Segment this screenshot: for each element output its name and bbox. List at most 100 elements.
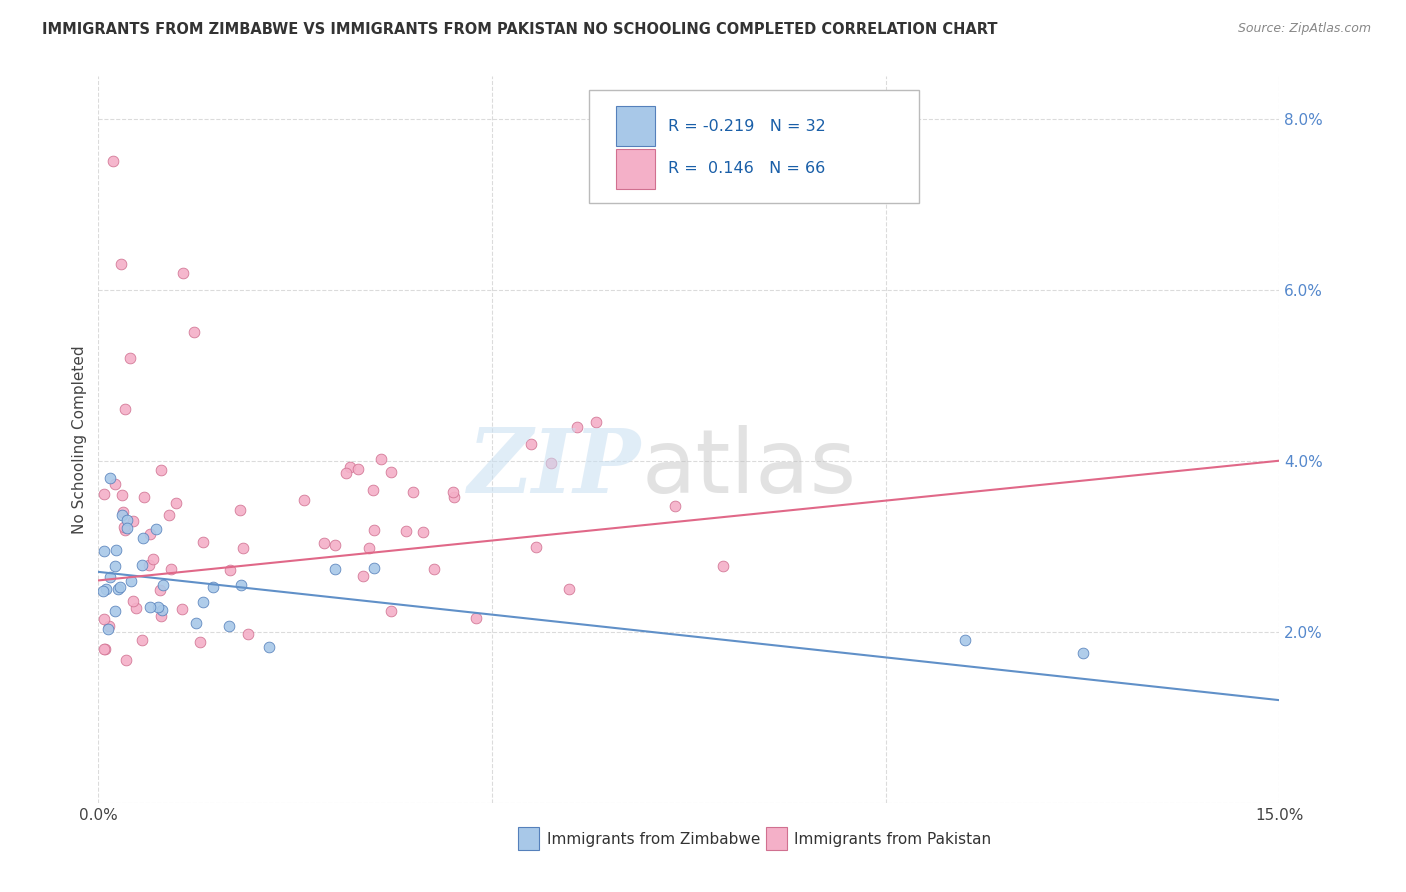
Point	[188, 635, 211, 649]
Bar	[766, 827, 787, 850]
Point	[363, 561, 385, 575]
Point	[93, 612, 115, 626]
Point	[323, 562, 346, 576]
Bar	[517, 827, 538, 850]
Bar	[616, 148, 655, 188]
Text: R =  0.146   N = 66: R = 0.146 N = 66	[668, 161, 825, 176]
Point	[165, 496, 187, 510]
Point	[125, 601, 148, 615]
Point	[423, 562, 446, 576]
Point	[520, 437, 543, 451]
Point	[193, 595, 215, 609]
Point	[94, 641, 117, 656]
Point	[120, 351, 142, 365]
Point	[104, 604, 127, 618]
Point	[359, 541, 381, 556]
Point	[120, 574, 142, 589]
Point	[231, 578, 253, 592]
Point	[363, 483, 385, 497]
Point	[105, 543, 128, 558]
FancyBboxPatch shape	[589, 90, 920, 203]
Point	[104, 477, 127, 491]
Point	[93, 642, 115, 657]
Point	[157, 508, 180, 523]
Point	[110, 257, 132, 271]
Point	[184, 616, 207, 631]
Text: Immigrants from Zimbabwe: Immigrants from Zimbabwe	[547, 831, 761, 847]
Point	[567, 420, 589, 434]
Point	[111, 505, 134, 519]
Point	[115, 513, 138, 527]
Point	[335, 466, 357, 480]
Text: IMMIGRANTS FROM ZIMBABWE VS IMMIGRANTS FROM PAKISTAN NO SCHOOLING COMPLETED CORR: IMMIGRANTS FROM ZIMBABWE VS IMMIGRANTS F…	[42, 22, 998, 37]
Point	[443, 490, 465, 504]
Point	[524, 540, 547, 554]
Point	[370, 451, 392, 466]
Point	[236, 627, 259, 641]
Point	[159, 562, 181, 576]
Point	[540, 456, 562, 470]
Point	[339, 460, 361, 475]
Point	[183, 326, 205, 340]
Point	[557, 582, 579, 597]
Point	[103, 558, 125, 573]
Point	[218, 619, 240, 633]
Text: Source: ZipAtlas.com: Source: ZipAtlas.com	[1237, 22, 1371, 36]
Point	[152, 578, 174, 592]
Point	[115, 521, 138, 535]
Point	[465, 610, 488, 624]
Point	[114, 653, 136, 667]
Point	[402, 484, 425, 499]
Point	[134, 490, 156, 504]
Point	[122, 515, 145, 529]
Point	[412, 524, 434, 539]
Point	[352, 569, 374, 583]
Point	[93, 487, 115, 501]
Point	[172, 266, 194, 280]
Point	[713, 558, 735, 573]
Y-axis label: No Schooling Completed: No Schooling Completed	[72, 345, 87, 533]
Point	[150, 608, 173, 623]
Point	[145, 522, 167, 536]
Point	[132, 531, 155, 545]
Point	[97, 622, 120, 636]
Point	[380, 604, 402, 618]
Point	[111, 487, 134, 501]
Point	[131, 558, 153, 572]
Point	[380, 465, 402, 479]
Point	[98, 570, 121, 584]
Point	[232, 541, 254, 555]
Point	[312, 536, 335, 550]
Point	[100, 471, 122, 485]
Point	[229, 503, 252, 517]
Point	[395, 524, 418, 539]
Point	[292, 492, 315, 507]
Point	[114, 402, 136, 417]
Point	[98, 619, 121, 633]
Text: atlas: atlas	[641, 425, 856, 512]
Text: Immigrants from Pakistan: Immigrants from Pakistan	[794, 831, 991, 847]
Point	[93, 544, 115, 558]
Point	[347, 462, 370, 476]
Point	[107, 582, 129, 597]
Point	[170, 601, 193, 615]
Bar	[616, 106, 655, 146]
Point	[323, 538, 346, 552]
Point	[138, 600, 160, 615]
Point	[219, 563, 242, 577]
Point	[441, 485, 464, 500]
Point	[149, 582, 172, 597]
Point	[101, 154, 124, 169]
Point	[114, 523, 136, 537]
Point	[131, 633, 153, 648]
Point	[94, 582, 117, 597]
Point	[112, 520, 135, 534]
Point	[91, 584, 114, 599]
Point	[664, 500, 686, 514]
Point	[146, 599, 169, 614]
Point	[138, 527, 160, 541]
Point	[259, 640, 281, 654]
Point	[142, 551, 165, 566]
Point	[363, 523, 385, 537]
Point	[953, 632, 976, 647]
